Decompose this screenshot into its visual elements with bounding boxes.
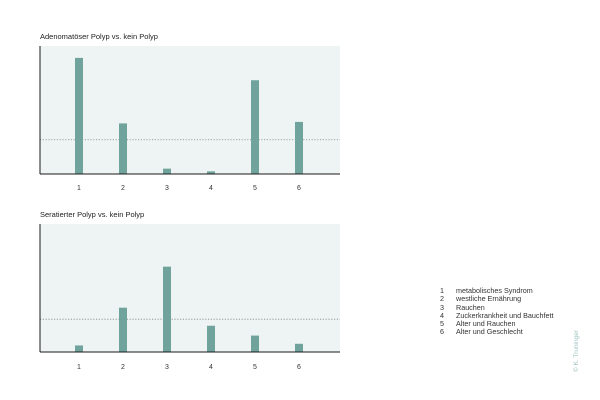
bar-6 [295, 343, 303, 352]
legend-item-3: 3 Rauchen [440, 302, 556, 312]
bar-1 [75, 57, 83, 174]
legend-number: 6 [440, 327, 444, 337]
legend-label: Alter und Rauchen [456, 319, 516, 329]
legend-number: 2 [440, 294, 444, 304]
legend-number: 3 [440, 302, 444, 312]
legend-number: 5 [440, 319, 444, 329]
legend-label: metabolisches Syndrom [456, 286, 533, 295]
plot-area [40, 224, 340, 352]
legend-label: westliche Ernährung [456, 294, 522, 304]
legend-item-6: 6 Alter und Geschlecht [440, 327, 556, 337]
bar-5 [251, 80, 259, 174]
bar-2 [119, 123, 127, 174]
legend-label: Zuckerkrankheit und Bauchfett [456, 310, 554, 320]
bar-5 [251, 335, 259, 352]
x-tick-label-5: 5 [253, 364, 257, 371]
x-tick-label-6: 6 [297, 185, 301, 192]
legend-item-1: 1 metabolisches Syndrom [440, 286, 556, 295]
legend: 1 metabolisches Syndrom 2 westliche Ernähru… [440, 286, 556, 337]
legend-number: 4 [440, 310, 444, 320]
x-tick-label-6: 6 [297, 364, 301, 371]
x-tick-label-3: 3 [165, 185, 169, 192]
legend-label: Rauchen [456, 302, 485, 312]
legend-item-5: 5 Alter und Rauchen [440, 319, 556, 329]
bar-4 [207, 325, 215, 352]
bar-6 [295, 121, 303, 174]
x-tick-label-4: 4 [209, 185, 213, 192]
chart-title-serrated: Seratierter Polyp vs. kein Polyp [40, 210, 145, 219]
x-tick-label-4: 4 [209, 364, 213, 371]
x-tick-label-2: 2 [121, 364, 125, 371]
legend-item-2: 2 westliche Ernährung [440, 294, 556, 304]
legend-label: Alter und Geschlecht [456, 327, 523, 337]
x-tick-label-3: 3 [165, 364, 169, 371]
bar-3 [163, 168, 171, 174]
legend-number: 1 [440, 286, 444, 295]
credit-text: © K. Truninger [573, 329, 580, 372]
x-tick-label-1: 1 [77, 185, 81, 192]
bar-1 [75, 345, 83, 352]
chart-adenomatous: 1 2 3 4 5 6 [39, 46, 340, 192]
bar-4 [207, 171, 215, 174]
x-tick-label-1: 1 [77, 364, 81, 371]
legend-item-4: 4 Zuckerkrankheit und Bauchfett [440, 310, 556, 320]
chart-serrated: 1 2 3 4 5 6 [39, 224, 340, 371]
chart-title-adenomatous: Adenomatöser Polyp vs. kein Polyp [40, 32, 158, 41]
bar-3 [163, 266, 171, 352]
x-tick-label-5: 5 [253, 185, 257, 192]
plot-area [40, 46, 340, 174]
bar-2 [119, 307, 127, 352]
x-tick-label-2: 2 [121, 185, 125, 192]
